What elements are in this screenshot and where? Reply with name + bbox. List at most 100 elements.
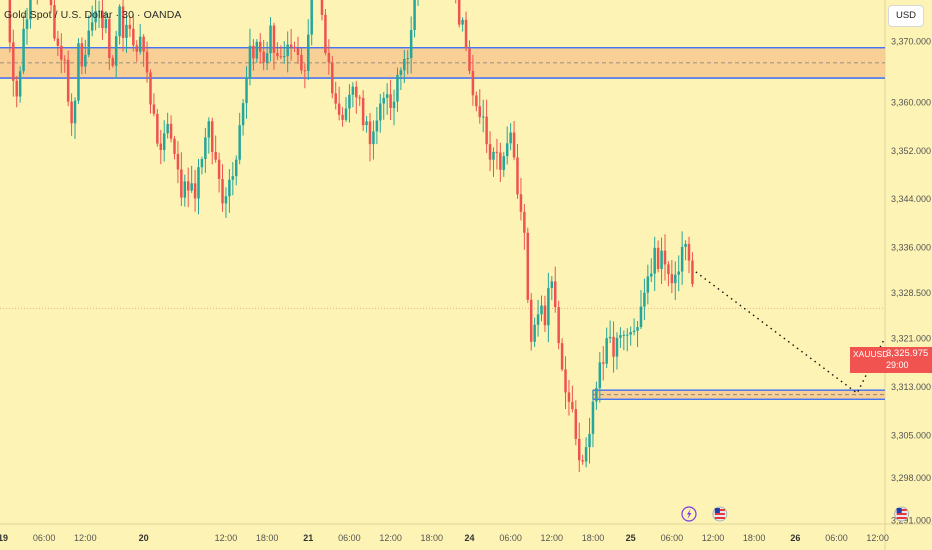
candle-body (626, 334, 629, 336)
candle-body (361, 97, 365, 126)
y-tick-label: 3,291.000 (891, 515, 931, 525)
candle-body (512, 132, 516, 158)
candle-body (12, 42, 15, 81)
candle-body (663, 250, 667, 265)
candle-body (639, 306, 643, 328)
x-tick-label: 06:00 (499, 533, 522, 543)
candle-body (368, 121, 372, 145)
candle-body (646, 276, 650, 293)
candle-body (571, 401, 574, 410)
candle-body (523, 211, 526, 233)
candle-body (186, 181, 190, 191)
candle-body (406, 58, 409, 60)
y-tick-label: 3,321.000 (891, 334, 931, 344)
flag-stripe (896, 513, 907, 515)
candle-body (365, 121, 368, 126)
symbol-label: XAUUSD (853, 349, 889, 359)
candle-body (674, 274, 677, 284)
candle-body (180, 169, 183, 198)
x-tick-label: 20 (139, 533, 149, 543)
candle-body (457, 0, 461, 25)
candle-body (207, 121, 211, 138)
candle-body (485, 116, 488, 145)
candle-body (344, 108, 348, 120)
candle-body (272, 25, 276, 53)
candle-body (684, 243, 687, 247)
candle-body (629, 332, 632, 335)
candle-body (372, 131, 375, 145)
candle-body (210, 121, 214, 152)
candle-body (632, 330, 636, 333)
candle-body (341, 114, 344, 120)
candle-body (162, 133, 166, 150)
y-tick-label: 3,298.000 (891, 473, 931, 483)
flag-stripe (896, 517, 907, 519)
candle-body (125, 24, 128, 38)
candle-body (90, 22, 94, 31)
x-tick-label: 06:00 (33, 533, 56, 543)
candle-body (399, 70, 403, 75)
candle-body (516, 157, 519, 195)
support-zone[interactable] (592, 390, 885, 400)
candle-body (533, 324, 536, 342)
candle-body (252, 45, 255, 59)
x-tick-label: 12:00 (702, 533, 725, 543)
candle-body (310, 0, 313, 35)
candle-body (8, 0, 12, 43)
candle-body (619, 335, 622, 338)
x-tick-label: 19 (0, 533, 8, 543)
x-tick-label: 06:00 (825, 533, 848, 543)
candle-body (564, 369, 567, 393)
candle-body (409, 30, 413, 59)
candle-body (358, 97, 361, 99)
candle-body (492, 151, 495, 160)
candle-body (653, 247, 656, 274)
candle-body (550, 281, 554, 289)
candle-body (656, 247, 660, 269)
x-tick-label: 24 (464, 533, 474, 543)
candle-body (132, 28, 135, 46)
x-tick-label: 26 (790, 533, 800, 543)
candle-body (526, 232, 530, 300)
candle-body (15, 80, 18, 97)
candle-body (200, 159, 204, 168)
candle-body (667, 264, 670, 275)
candle-body (111, 58, 115, 66)
flag-canton (714, 508, 720, 513)
x-tick-label: 12:00 (215, 533, 238, 543)
candle-body (293, 47, 296, 49)
chart-title: Gold Spot / U.S. Dollar · 30 · OANDA (4, 9, 182, 21)
candle-body (49, 0, 53, 6)
candle-body (612, 336, 615, 357)
candle-body (519, 194, 523, 212)
candle-body (25, 19, 29, 29)
candle-body (488, 144, 492, 160)
candle-body (114, 36, 118, 66)
candle-body (502, 156, 506, 170)
candle-body (53, 5, 56, 39)
x-tick-label: 12:00 (866, 533, 889, 543)
candle-body (379, 103, 382, 121)
candle-body (121, 6, 125, 38)
candle-body (66, 59, 70, 102)
currency-button[interactable]: USD (888, 5, 924, 27)
candle-body (303, 70, 307, 72)
candle-body (595, 388, 598, 402)
candle-body (588, 433, 591, 448)
candle-body (296, 48, 300, 55)
candle-body (190, 183, 193, 191)
projection-path[interactable] (695, 271, 886, 395)
candle-body (375, 120, 379, 132)
candle-body (602, 362, 605, 364)
candle-body (660, 250, 663, 269)
candle-body (276, 52, 279, 57)
candle-body (461, 19, 464, 25)
x-tick-label: 21 (303, 533, 313, 543)
candle-body (543, 305, 547, 326)
y-tick-label: 3,344.000 (891, 194, 931, 204)
candle-body (283, 56, 286, 58)
candle-body (598, 362, 602, 389)
y-tick-label: 3,313.000 (891, 382, 931, 392)
